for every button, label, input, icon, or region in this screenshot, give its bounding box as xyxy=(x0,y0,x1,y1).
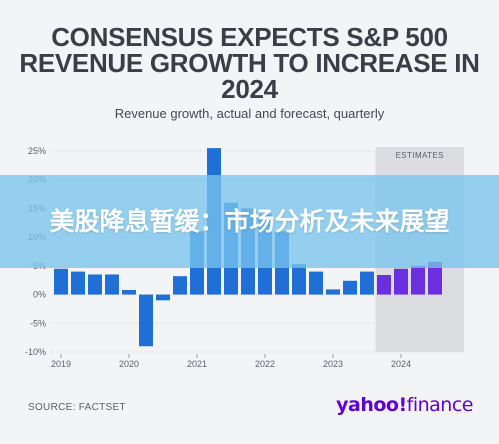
actual-bar xyxy=(173,276,187,295)
actual-bar xyxy=(326,289,340,295)
x-tick-label: 2024 xyxy=(391,359,411,369)
source-note: SOURCE: FACTSET xyxy=(28,402,126,413)
actual-bar xyxy=(139,294,153,347)
estimate-bar xyxy=(428,261,442,295)
x-tick-label: 2019 xyxy=(51,359,71,369)
y-tick-label: 0% xyxy=(33,290,46,300)
chart-title-line-3: 2024 xyxy=(221,74,278,104)
estimate-bar xyxy=(377,275,391,295)
actual-bar xyxy=(105,274,119,295)
y-tick-label: -10% xyxy=(25,347,46,357)
brand-logo-main: yahoo! xyxy=(336,394,407,416)
x-tick-label: 2022 xyxy=(255,359,275,369)
y-tick-label: -5% xyxy=(30,318,46,328)
estimates-label: ESTIMATES xyxy=(396,151,444,160)
x-tick-label: 2020 xyxy=(119,359,139,369)
actual-bar xyxy=(360,271,374,295)
actual-bar xyxy=(71,271,85,295)
actual-bar xyxy=(122,289,136,295)
actual-bar xyxy=(88,274,102,295)
actual-bar xyxy=(54,268,68,295)
actual-bar xyxy=(309,271,323,295)
chart-title: CONSENSUS EXPECTS S&P 500 REVENUE GROWTH… xyxy=(0,24,499,102)
chart-title-line-1: CONSENSUS EXPECTS S&P 500 xyxy=(51,22,448,52)
y-tick-label: 25% xyxy=(28,146,46,156)
actual-bar xyxy=(343,280,357,295)
actual-bar xyxy=(292,264,306,295)
actual-bar xyxy=(156,294,170,301)
estimate-bar xyxy=(394,268,408,295)
headline-banner: 美股降息暂缓：市场分析及未来展望 xyxy=(0,175,499,268)
brand-logo-suffix: finance xyxy=(406,394,474,416)
brand-logo: yahoo!finance xyxy=(336,394,473,416)
estimate-bar xyxy=(411,265,425,295)
chart-title-line-2: REVENUE GROWTH TO INCREASE IN xyxy=(19,48,480,78)
chart-subtitle: Revenue growth, actual and forecast, qua… xyxy=(114,106,385,121)
x-tick-label: 2021 xyxy=(187,359,207,369)
headline-banner-text: 美股降息暂缓：市场分析及未来展望 xyxy=(49,206,450,236)
x-tick-label: 2023 xyxy=(323,359,343,369)
